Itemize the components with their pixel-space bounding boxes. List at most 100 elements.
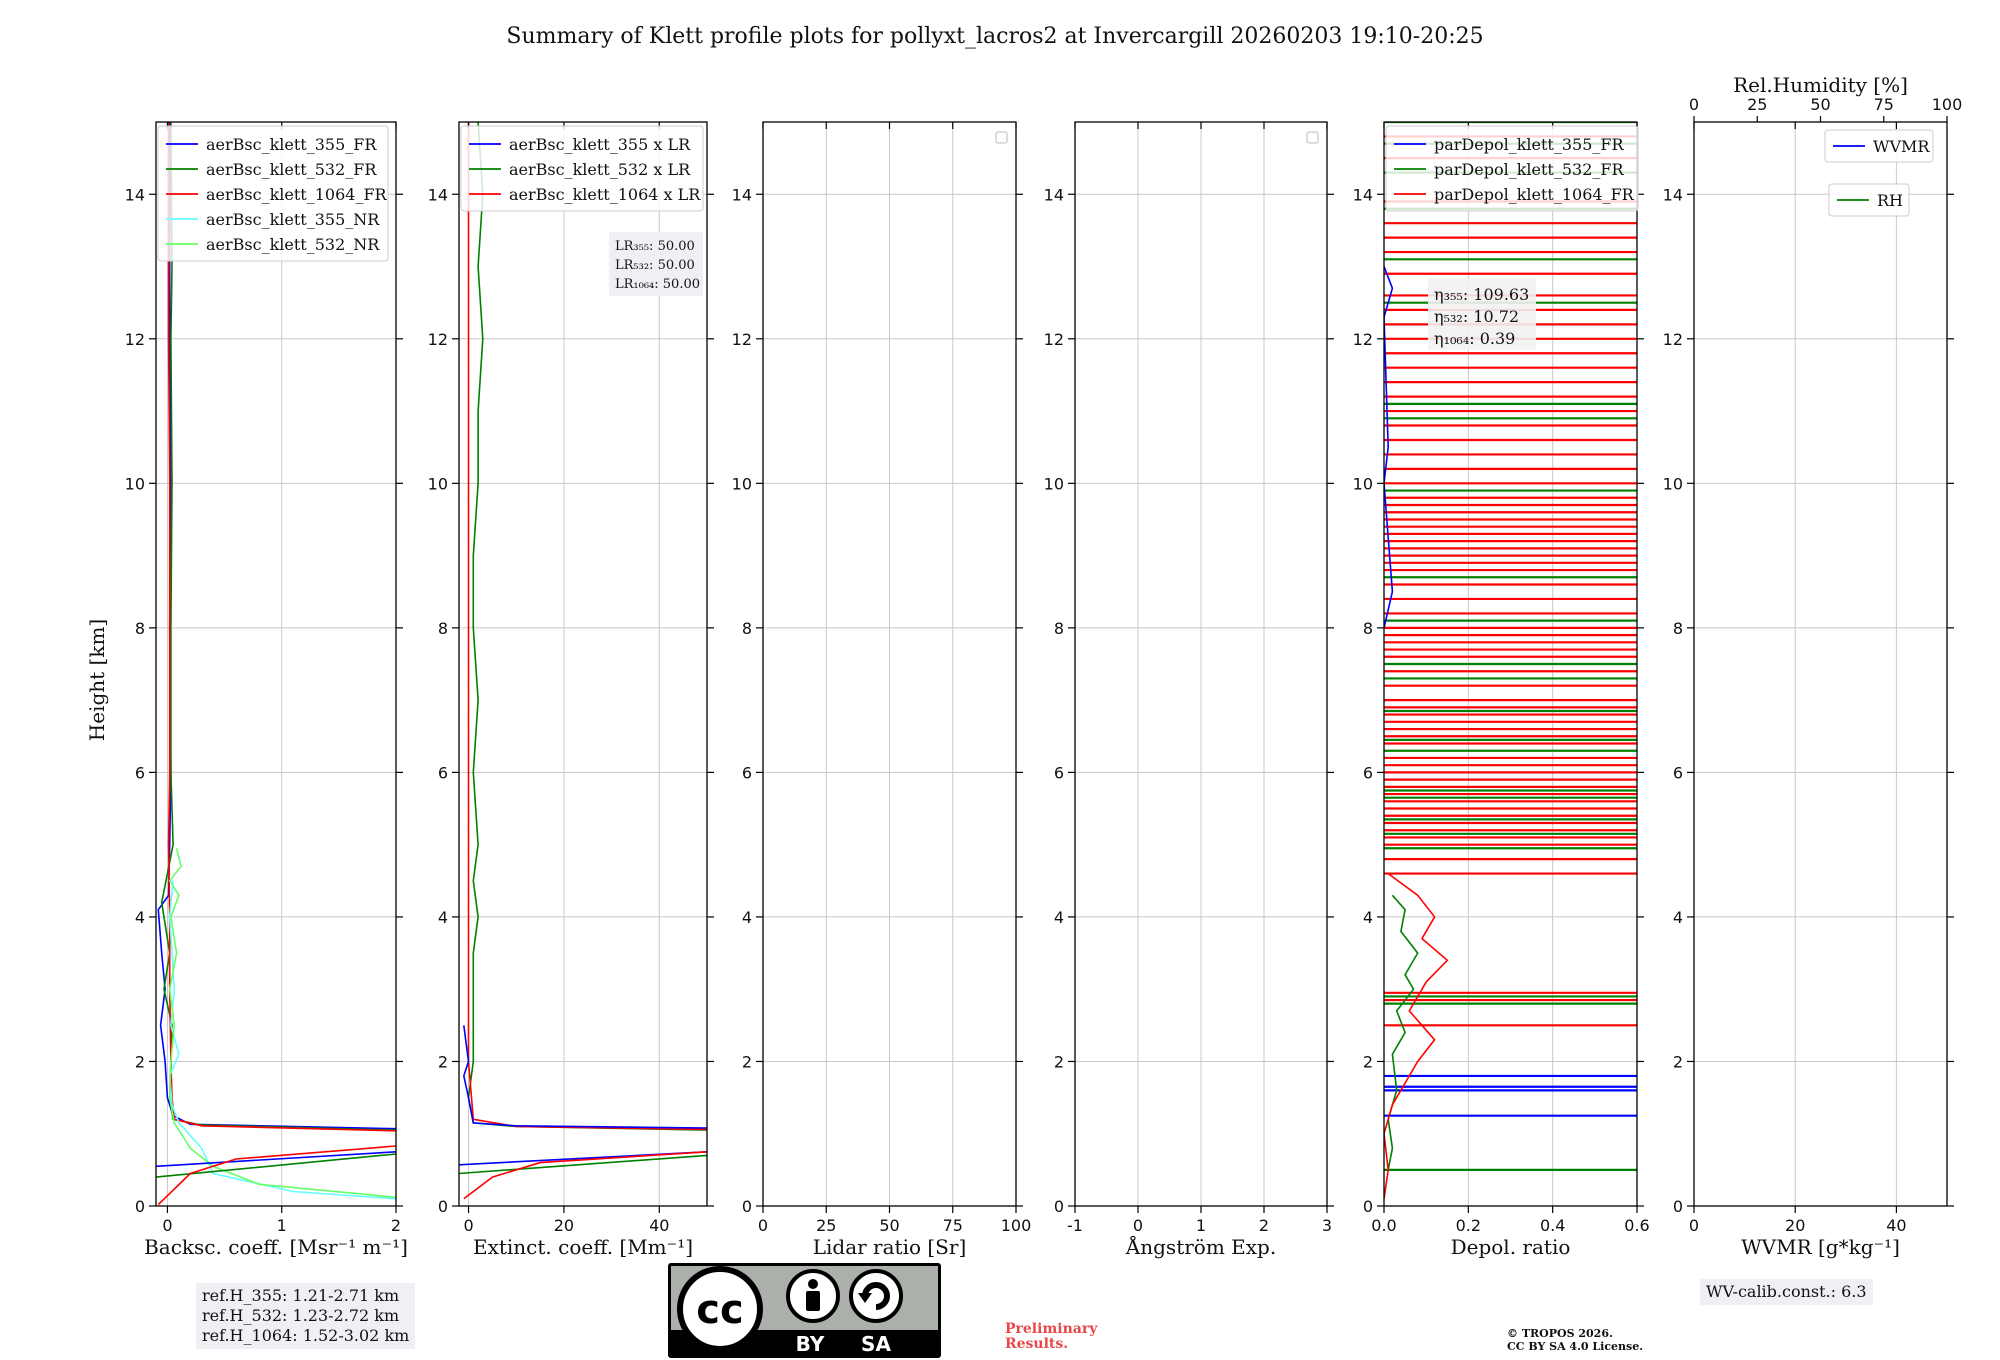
series-line-aerBsc_klett_355_NR: [168, 880, 396, 1200]
legend-entry: parDepol_klett_532_FR: [1434, 160, 1625, 179]
y-tick-label: 8: [1673, 619, 1683, 638]
cc-by-sa-logo: cc BY SA: [668, 1263, 941, 1358]
series-group: [459, 122, 707, 1200]
x-tick-label: 0: [1689, 1216, 1699, 1235]
series-line-aerBsc_klett_355 x LR: [462, 1025, 707, 1129]
y-tick-label: 2: [1054, 1052, 1064, 1071]
y-tick-label: 10: [1353, 474, 1373, 493]
x-axis-label: Depol. ratio: [1451, 1235, 1571, 1259]
y-tick-label: 12: [125, 330, 145, 349]
x-tick-label: 0.4: [1540, 1216, 1565, 1235]
copyright-note: © TROPOS 2026. CC BY SA 4.0 License.: [1507, 1327, 1643, 1353]
series-line-low_blue: [156, 1151, 396, 1168]
y-tick-label: 6: [1363, 763, 1373, 782]
chart-panel-6: 0 20 40 0 2 4 6 8 10 12 14 WVMR [g*kg⁻¹] 0 25 50 75 100 R…: [1663, 73, 1963, 1259]
legend-box: [157, 125, 389, 262]
empty-legend-marker: [1306, 131, 1319, 144]
y-tick-label: 2: [742, 1052, 752, 1071]
legend-entry: aerBsc_klett_1064 x LR: [509, 185, 701, 204]
y-tick-label: 8: [1363, 619, 1373, 638]
x-tick-label: 20: [1785, 1216, 1805, 1235]
series-line-parDepol_klett_1064_FR: [1384, 872, 1449, 1199]
y-tick-label: 10: [1044, 474, 1064, 493]
lr-annotation-line: LR₃₅₅: 50.00: [615, 239, 695, 254]
axes-frame: [458, 121, 708, 1207]
empty-legend-marker: [995, 131, 1008, 144]
x-tick-label: 1: [1196, 1216, 1206, 1235]
x-tick-label: 0.2: [1456, 1216, 1481, 1235]
x-tick-label: 0.6: [1624, 1216, 1649, 1235]
y-tick-label: 4: [438, 908, 448, 927]
series-line-aerBsc_klett_1064_FR: [167, 122, 396, 1132]
y-tick-label: 12: [1663, 330, 1683, 349]
y-tick-label: 6: [1054, 763, 1064, 782]
y-tick-label: 0: [1054, 1197, 1064, 1216]
x2-axis-label: Rel.Humidity [%]: [1733, 73, 1908, 97]
preliminary-line-2: Results.: [1005, 1336, 1069, 1352]
series-line-aerBsc_klett_532_NR: [168, 848, 396, 1199]
y-tick-label: 0: [438, 1197, 448, 1216]
legend-entry: parDepol_klett_1064_FR: [1434, 185, 1635, 204]
y-tick-label: 10: [732, 474, 752, 493]
y-tick-label: 14: [1663, 185, 1683, 204]
chart-panel-5: 0.0 0.2 0.4 0.6 0 2 4 6 8 10 12 14 Depol. ratio parDe…: [1353, 121, 1650, 1259]
copyright-line-1: © TROPOS 2026.: [1507, 1327, 1613, 1340]
y-tick-label: 14: [428, 185, 448, 204]
x-tick-label: 0.0: [1371, 1216, 1396, 1235]
svg-text:SA: SA: [861, 1332, 891, 1356]
y-tick-label: 2: [1363, 1052, 1373, 1071]
svg-text:BY: BY: [796, 1332, 825, 1356]
y-tick-label: 14: [1353, 185, 1373, 204]
y-tick-label: 10: [428, 474, 448, 493]
x2-tick-label: 100: [1932, 95, 1963, 114]
figure-title: Summary of Klett profile plots for polly…: [506, 24, 1483, 49]
x-tick-label: 0: [1133, 1216, 1143, 1235]
preliminary-results-note: Preliminary Results.: [1005, 1322, 1097, 1352]
y-tick-label: 6: [438, 763, 448, 782]
x-axis-label: Ångström Exp.: [1125, 1234, 1276, 1259]
series-line-low_red: [463, 1151, 707, 1200]
x-axis-label: Lidar ratio [Sr]: [813, 1235, 967, 1259]
svg-text:cc: cc: [696, 1287, 743, 1333]
legend-entry: parDepol_klett_355_FR: [1434, 135, 1625, 154]
legend-box: [1824, 129, 1934, 163]
series-line-low_red: [157, 1145, 396, 1206]
x2-tick-label: 50: [1810, 95, 1830, 114]
x2-tick-label: 0: [1689, 95, 1699, 114]
y-tick-label: 0: [1363, 1197, 1373, 1216]
eta-annotation-box: [1428, 278, 1536, 350]
legend-entry: aerBsc_klett_355_FR: [206, 135, 377, 154]
y-tick-label: 0: [742, 1197, 752, 1216]
y-tick-label: 12: [1044, 330, 1064, 349]
y-tick-label: 4: [135, 908, 145, 927]
y-tick-label: 6: [742, 763, 752, 782]
x-axis-label: Backsc. coeff. [Msr⁻¹ m⁻¹]: [144, 1235, 408, 1259]
x-axis-label: WVMR [g*kg⁻¹]: [1741, 1235, 1900, 1259]
x-tick-label: 2: [1259, 1216, 1269, 1235]
series-line-aerBsc_klett_355_FR: [157, 122, 396, 1130]
lr-annotation-line: LR₅₃₂: 50.00: [615, 258, 695, 273]
x-tick-label: 50: [879, 1216, 899, 1235]
y-tick-label: 4: [1673, 908, 1683, 927]
eta-annotation-line: η₅₃₂: 10.72: [1434, 307, 1519, 326]
eta-annotation-line: η₁₀₆₄: 0.39: [1434, 329, 1515, 348]
y-tick-label: 4: [1363, 908, 1373, 927]
y-tick-label: 4: [1054, 908, 1064, 927]
x-tick-label: 20: [554, 1216, 574, 1235]
x-tick-label: 0: [162, 1216, 172, 1235]
ref-height-355: ref.H_355: 1.21-2.71 km: [202, 1286, 400, 1305]
y-tick-label: 12: [732, 330, 752, 349]
copyright-line-2: CC BY SA 4.0 License.: [1507, 1340, 1644, 1353]
ref-height-1064: ref.H_1064: 1.52-3.02 km: [202, 1326, 410, 1345]
legend-box: [1385, 125, 1639, 212]
y-tick-label: 2: [438, 1052, 448, 1071]
axes-frame: [155, 121, 397, 1207]
x-axis-label: Extinct. coeff. [Mm⁻¹]: [473, 1235, 693, 1259]
x2-tick-label: 75: [1874, 95, 1894, 114]
legend-entry: WVMR: [1873, 137, 1930, 156]
y-tick-label: 10: [1663, 474, 1683, 493]
chart-panel-2: 0 20 40 0 2 4 6 8 10 12 14 Extinct. coeff. [Mm⁻¹] ae…: [428, 121, 714, 1259]
x-tick-label: 75: [943, 1216, 963, 1235]
x-tick-label: 40: [649, 1216, 669, 1235]
